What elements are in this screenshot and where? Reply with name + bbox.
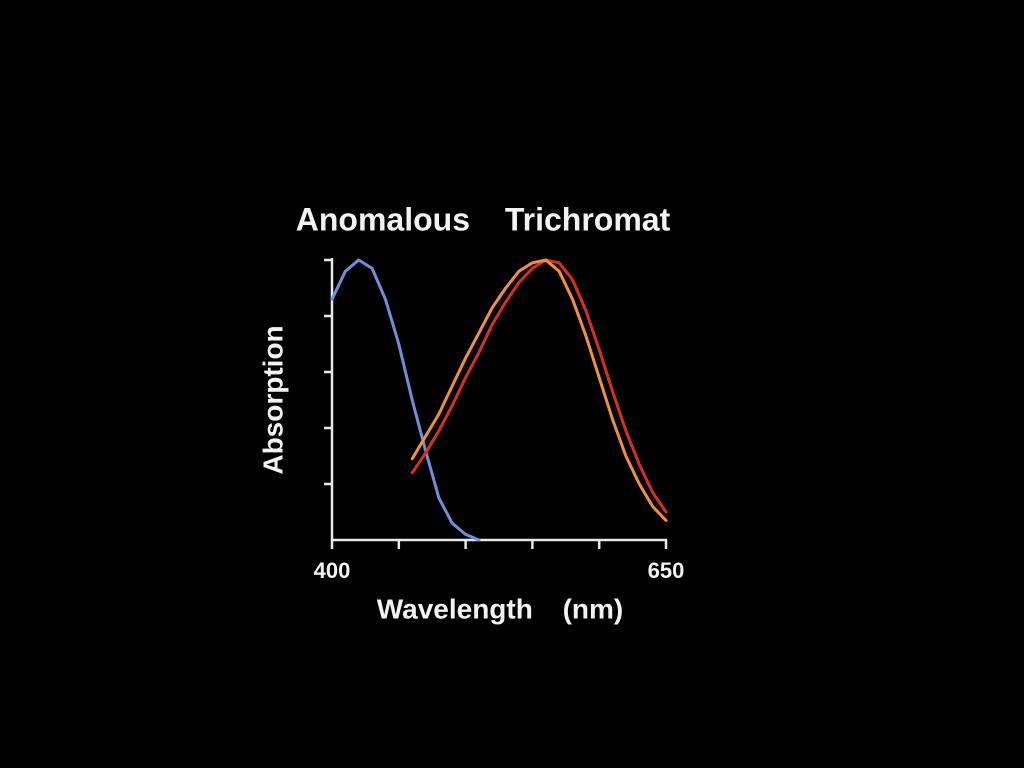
y-axis-label: Absorption: [257, 325, 288, 474]
line-series: [410, 258, 668, 514]
chart-title: Anomalous Trichromat: [296, 201, 671, 237]
x-axis-label: Wavelength (nm): [377, 593, 624, 624]
x-tick-label: 650: [648, 558, 685, 583]
x-tick-label: 400: [314, 558, 351, 583]
line-series: [410, 258, 668, 522]
line-series: [330, 258, 481, 542]
